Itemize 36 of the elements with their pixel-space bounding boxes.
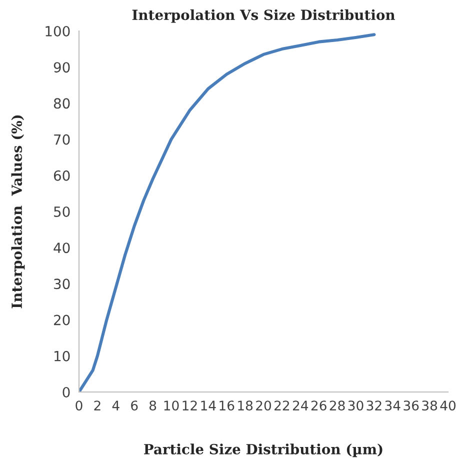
line-series	[79, 33, 376, 392]
x-tick-label: 8	[149, 400, 156, 411]
x-tick-label: 2	[94, 400, 100, 410]
y-tick-label: 90	[54, 62, 70, 73]
y-tick-label: 60	[54, 170, 70, 181]
y-tick-label: 0	[62, 386, 70, 398]
x-tick-label: 40	[440, 400, 456, 411]
x-tick-label: 26	[311, 400, 326, 411]
y-tick-label: 100	[46, 26, 70, 36]
y-tick-label: 10	[54, 350, 70, 362]
y-tick-label: 40	[54, 242, 70, 254]
x-tick-label: 16	[220, 400, 234, 411]
y-tick-label: 70	[54, 134, 70, 145]
x-tick-label: 18	[238, 400, 253, 411]
x-tick-label: 0	[76, 400, 82, 411]
x-tick-label: 22	[274, 400, 290, 410]
x-tick-label: 36	[404, 400, 419, 411]
x-tick-label: 20	[256, 400, 272, 411]
x-tick-label: 4	[112, 400, 120, 410]
y-tick-label: 80	[54, 98, 70, 109]
x-tick-label: 14	[201, 400, 216, 410]
y-axis-title: Interpolation Values (%)	[11, 115, 25, 308]
y-tick-label: 20	[54, 314, 70, 326]
x-tick-label: 12	[182, 400, 197, 410]
chart-title: Interpolation Vs Size Distribution	[132, 9, 395, 23]
x-tick-label: 10	[164, 400, 179, 411]
x-tick-label: 32	[366, 400, 382, 411]
x-tick-label: 24	[292, 400, 308, 410]
y-tick-label: 30	[54, 278, 70, 290]
x-axis-title: Particle Size Distribution (µm)	[144, 444, 382, 458]
x-tick-label: 30	[348, 400, 364, 411]
x-tick-label: 28	[330, 400, 345, 411]
x-tick-label: 6	[131, 400, 138, 411]
y-tick-label: 50	[54, 206, 70, 217]
x-tick-label: 34	[385, 400, 400, 411]
x-tick-label: 38	[422, 400, 438, 411]
